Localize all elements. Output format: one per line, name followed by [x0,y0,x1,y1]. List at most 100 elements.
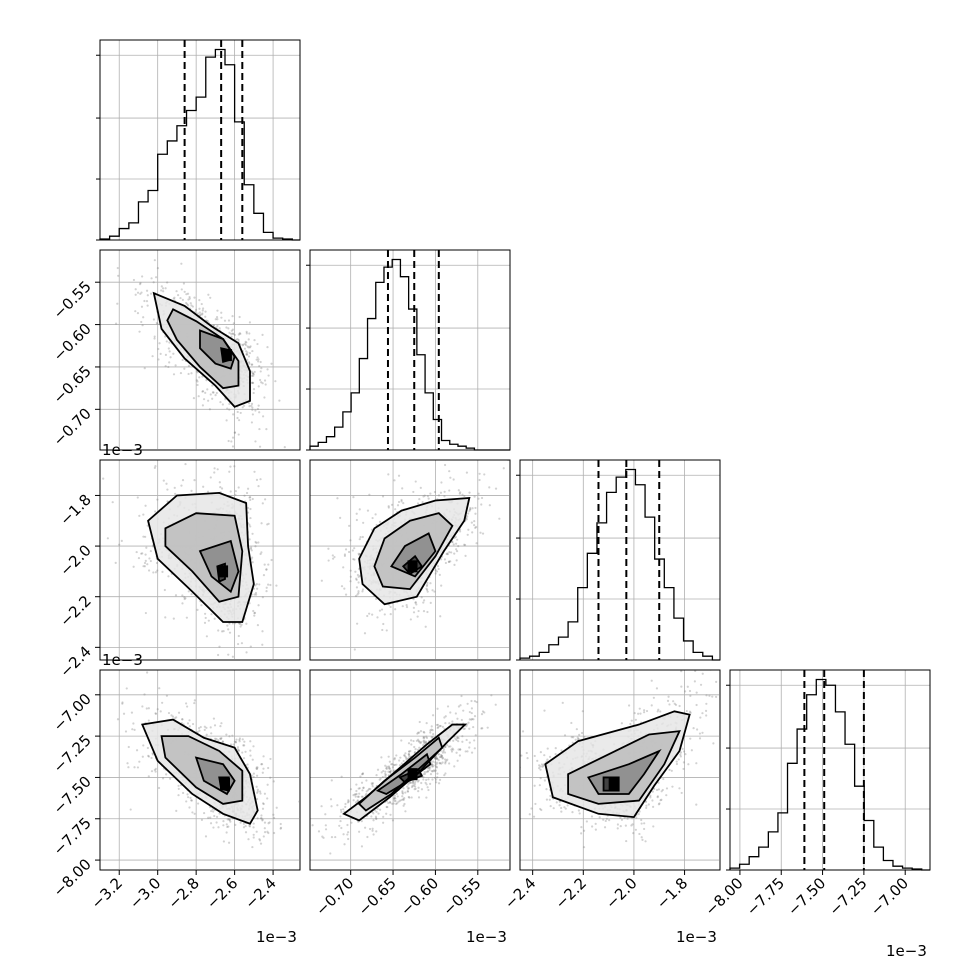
y-axis-2-offset: 1e−3 [102,441,143,459]
scatter-3-4-contour-1 [544,710,691,819]
x-axis-2-tick-label-1: −0.70 [312,874,357,919]
scatter-1-2-plot-area [100,250,299,449]
scatter-3-4-contour-4 [602,776,620,792]
y-axis-2: −0.70−0.65−0.60−0.55 1e−3 [50,277,143,459]
x-axis-2: −0.70−0.65−0.60−0.55 1e−3 [312,870,507,946]
x-axis-3-tick-label-1: −2.4 [501,874,539,912]
scatter-3-4-plot-area [520,670,719,869]
y-axis-3-tick-label-4: −1.8 [56,491,94,529]
scatter-2-4-density-3 [377,754,431,794]
scatter-1-2-contour-1 [152,291,251,408]
x-axis-3-tick-label-3: −2.0 [602,874,640,912]
scatter-2-4-contour-2 [357,736,444,812]
y-axis-2-tick-label-2: −0.65 [50,362,95,407]
x-axis-3-tick-label-2: −2.2 [552,874,590,912]
y-axis-2-tick-label-1: −0.70 [50,404,95,449]
scatter-3-4-contour-3 [586,748,662,795]
x-axis-4-offset: 1e−3 [886,942,927,960]
y-axis-4-tick-label-5: −7.00 [50,690,95,735]
scatter-2-3-contour-4 [401,554,424,576]
hist-panel-3 [516,459,721,661]
y-axis-2-tick-label-4: −0.55 [50,277,95,322]
x-axis-2-offset: 1e−3 [466,928,507,946]
scatter-panel-1-3 [99,459,301,661]
scatter-panel-2-4 [309,669,511,871]
scatter-1-2-contour-3 [199,329,236,370]
hist-3-frame [519,459,721,661]
x-axis-3: −2.4 −2.2 −2.0 −1.8 1e−3 [501,870,717,946]
scatter-panel-1-4 [99,669,301,871]
hist-4-frame [729,669,931,871]
scatter-1-3-contour-2 [164,512,244,603]
hist-panel-4 [726,669,931,871]
hist-panel-1 [96,39,301,241]
panels-layer: −3.2 −3.0 −2.8 −2.6 −2.41e−3−0.70−0.65−0.60−… [50,39,931,960]
y-axis-3-tick-label-1: −2.4 [56,642,94,680]
scatter-1-4-contour-4 [218,776,230,792]
scatter-1-3-contour-3 [198,539,240,594]
scatter-2-4-contour-3 [375,752,432,795]
x-axis-4-tick-label-1: −8.00 [702,874,747,919]
x-axis-2-tick-label-4: −0.55 [439,874,484,919]
scatter-1-2-peak [221,349,232,362]
x-axis-2-tick-label-3: −0.60 [397,874,442,919]
y-axis-4-tick-label-4: −7.25 [50,731,95,776]
x-axis-1: −3.2 −3.0 −2.8 −2.6 −2.4 1e−3 [88,870,297,946]
y-axis-3-tick-label-3: −2.0 [56,541,94,579]
y-axis-4: −8.00−7.75−7.50−7.25−7.00 [50,690,100,900]
x-axis-1-tick-label-4: −2.6 [203,874,241,912]
x-axis-2-tick-label-2: −0.65 [355,874,400,919]
y-axis-4-tick-label-2: −7.75 [50,814,95,859]
x-axis-4-tick-label-5: −7.00 [867,874,912,919]
scatter-2-4-frame [309,669,511,871]
x-axis-4-tick-label-3: −7.50 [784,874,829,919]
y-axis-4-tick-label-1: −8.00 [50,855,95,900]
x-axis-4-tick-label-2: −7.75 [743,874,788,919]
scatter-1-4-peak [220,778,230,791]
y-axis-4-tick-label-3: −7.50 [50,773,95,818]
scatter-1-2-contour-4 [220,347,230,364]
scatter-2-3-plot-area [310,460,509,659]
scatter-1-4-contour-2 [160,735,244,805]
scatter-2-3-peak [407,560,418,573]
scatter-panel-3-4 [519,669,721,871]
hist-1-steps [99,48,300,241]
scatter-2-4-plot-area [310,670,509,869]
scatter-2-3-density-3 [391,533,436,577]
x-axis-1-tick-label-3: −2.8 [164,874,202,912]
scatter-2-3-contour-1 [358,496,471,606]
y-axis-2-tick-label-3: −0.60 [50,320,95,365]
scatter-1-2-frame [99,249,301,451]
x-axis-1-offset: 1e−3 [256,928,297,946]
y-axis-3-offset: 1e−3 [102,651,143,669]
y-axis-3-tick-label-2: −2.2 [56,592,94,630]
scatter-3-4-peak [608,778,619,791]
hist-3-steps [519,468,720,661]
x-axis-4: −8.00−7.75−7.50−7.25−7.00 1e−3 [702,870,927,960]
x-axis-1-tick-label-1: −3.2 [88,874,126,912]
x-axis-3-offset: 1e−3 [676,928,717,946]
scatter-1-3-plot-area [100,460,299,659]
scatter-panel-1-2 [99,249,301,451]
hist-2-steps [309,258,510,451]
hist-2-frame [309,249,511,451]
scatter-3-4-contour-2 [567,730,681,805]
x-axis-1-tick-label-2: −3.0 [126,874,164,912]
scatter-2-3-contour-2 [373,512,454,591]
scatter-3-4-frame [519,669,721,871]
scatter-2-4-contour-4 [398,768,424,784]
scatter-1-3-contour-4 [216,562,226,583]
scatter-1-4-contour-3 [194,756,236,796]
x-axis-1-tick-label-5: −2.4 [241,874,279,912]
scatter-1-4-frame [99,669,301,871]
hist-1-frame [99,39,301,241]
scatter-1-4-plot-area [100,670,299,869]
x-axis-3-tick-label-4: −1.8 [653,874,691,912]
scatter-2-3-contour-3 [390,532,437,578]
scatter-2-3-frame [309,459,511,661]
hist-4-steps [729,678,930,871]
hist-panel-2 [306,249,511,451]
x-axis-4-tick-label-4: −7.25 [825,874,870,919]
scatter-panel-2-3 [309,459,511,661]
